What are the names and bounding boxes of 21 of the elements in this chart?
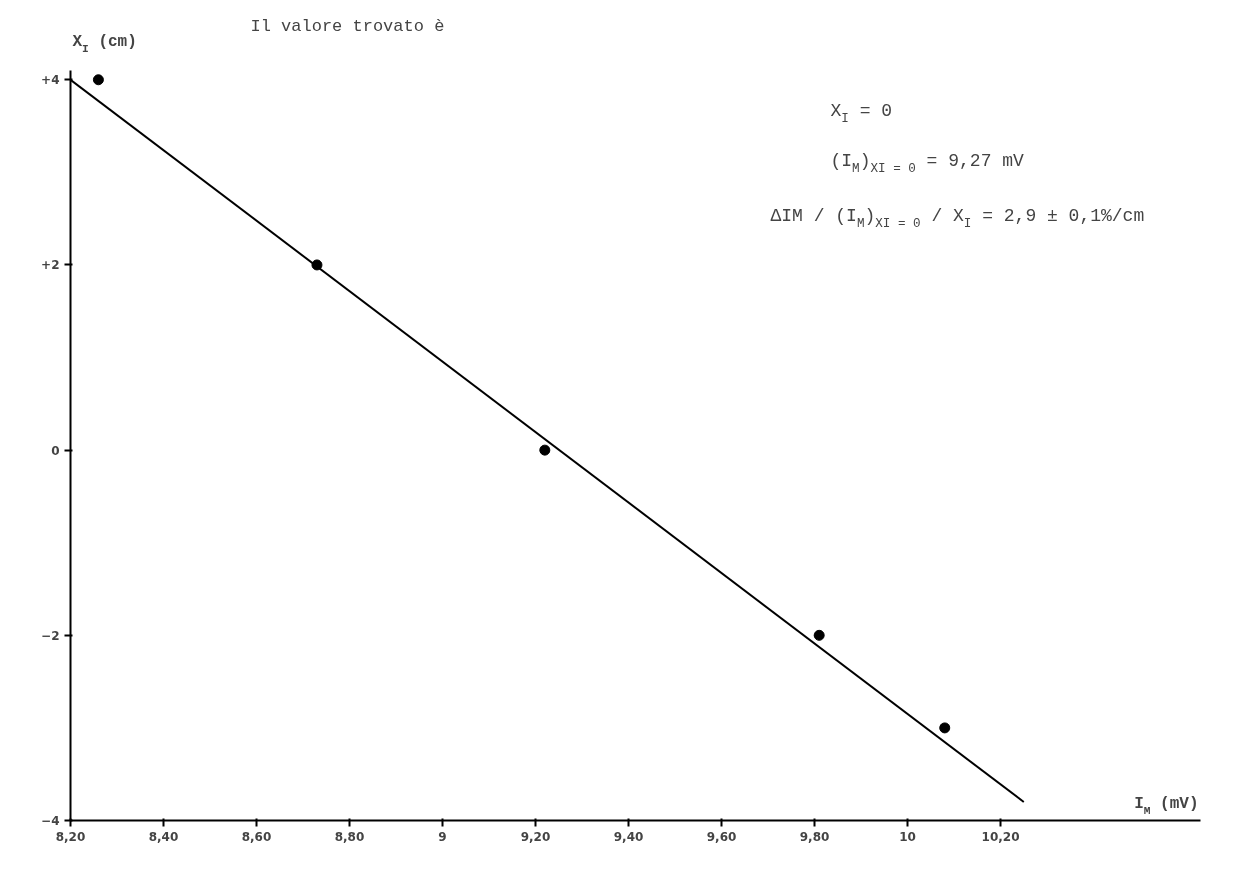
y-tick-label: −4 [41, 814, 60, 828]
x-tick-label: 9,20 [520, 829, 551, 844]
y-tick-label: −2 [41, 628, 60, 643]
x-tick-label: 10,20 [981, 829, 1020, 844]
y-tick-label: +2 [41, 258, 60, 273]
point [539, 444, 551, 456]
x-tick-label: 9,80 [799, 829, 830, 844]
text: Il valore trovato è [250, 16, 445, 36]
y-tick-label: +4 [41, 73, 60, 88]
point [939, 722, 951, 734]
x-tick-label: 8,60 [241, 829, 272, 844]
x-tick-label: 10 [899, 829, 916, 844]
x-tick-label: 8,40 [148, 829, 179, 844]
x-tick-label: 9,60 [706, 829, 737, 844]
point [92, 74, 104, 86]
y-tick-label: 0 [51, 443, 60, 458]
x-tick-label: 9 [438, 829, 447, 844]
point [813, 629, 825, 641]
x-tick-label: 8,20 [55, 829, 86, 844]
x-tick-label: 9,40 [613, 829, 644, 844]
x-tick-label: 8,80 [334, 829, 365, 844]
